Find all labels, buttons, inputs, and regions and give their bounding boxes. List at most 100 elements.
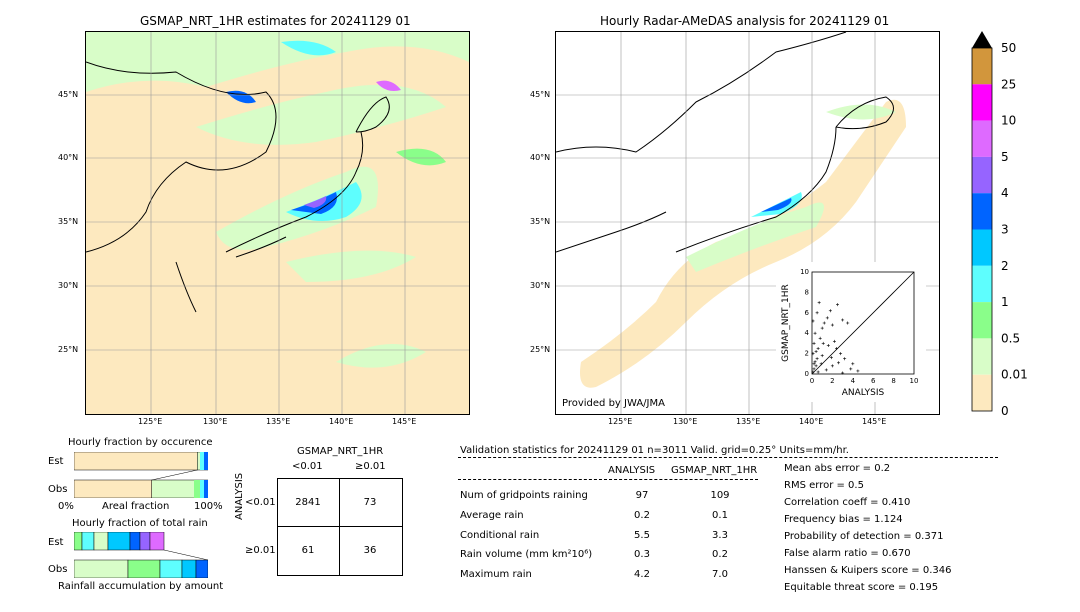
lon-label: 145°E [862, 417, 887, 426]
occurrence-bar-est [73, 451, 198, 471]
rain-area [336, 344, 426, 368]
scatter-point [821, 341, 825, 345]
score-line: Probability of detection = 0.371 [784, 531, 944, 542]
rain-area [376, 80, 401, 91]
validation-header: Validation statistics for 20241129 01 n=… [460, 445, 849, 456]
lon-label: 135°E [266, 417, 291, 426]
diagonal-line [811, 271, 915, 375]
scatter-point [812, 341, 816, 345]
colorbar-label: 1 [1001, 295, 1009, 309]
scatter-point [811, 370, 815, 374]
colorbar-label: 4 [1001, 186, 1009, 200]
scatter-point [819, 362, 823, 366]
fraction-occurrence-svg [73, 451, 209, 499]
scatter-point [856, 369, 860, 373]
scatter-point [816, 347, 820, 350]
score-line: False alarm ratio = 0.670 [784, 548, 911, 559]
colorbar-segment [972, 120, 992, 157]
stat-analysis: 0.3 [634, 549, 650, 560]
scatter-point [825, 316, 829, 320]
lon-label: 125°E [608, 417, 633, 426]
colorbar-segment [972, 193, 992, 230]
colorbar-label: 2 [1001, 259, 1009, 273]
score-line: Frequency bias = 1.124 [784, 514, 903, 525]
fraction-total-title: Hourly fraction of total rain [72, 518, 208, 529]
stat-gsmap: 0.1 [712, 510, 728, 521]
colorbar-arrow [972, 31, 992, 48]
scatter-point [814, 350, 818, 354]
x-tick-label: 0 [810, 377, 814, 385]
lon-label: 130°E [673, 417, 698, 426]
contingency-header: GSMAP_NRT_1HR [297, 446, 384, 457]
scatter-point [828, 309, 832, 313]
contingency-row-axis: ANALYSIS [234, 472, 245, 520]
scatter-point [817, 301, 821, 305]
row-label-obs: Obs [48, 564, 68, 575]
contingency-row-label: <0.01 [245, 497, 276, 508]
contingency-cell: 36 [363, 545, 377, 556]
colorbar-label: 0 [1001, 404, 1009, 418]
colorbar-label: 3 [1001, 223, 1009, 237]
score-line: Correlation coeff = 0.410 [784, 497, 911, 508]
scatter-point [813, 360, 817, 364]
scatter-point [812, 367, 816, 371]
right-map-title: Hourly Radar-AMeDAS analysis for 2024112… [600, 14, 890, 28]
scatter-point [837, 361, 841, 365]
stat-label: Maximum rain [460, 569, 532, 580]
credit-text: Provided by JWA/JMA [562, 398, 665, 409]
scatter-xlabel: ANALYSIS [842, 388, 885, 398]
occurrence-bar-obs-heavy [204, 480, 208, 498]
contingency-col-label: <0.01 [292, 461, 323, 472]
coastline [225, 131, 364, 253]
x-tick-label: 2 [830, 377, 834, 385]
x-tick-label: 4 [851, 377, 856, 385]
scatter-point [843, 357, 847, 361]
y-tick-label: 8 [805, 288, 809, 296]
colorbar-segment [972, 84, 992, 121]
scatter-point [849, 367, 853, 371]
stat-analysis: 97 [635, 490, 649, 501]
row-label-est: Est [48, 537, 64, 548]
rain-area [281, 40, 336, 56]
scatter-ylabel: GSMAP_NRT_1HR [781, 284, 791, 362]
occurrence-bar-est-heavy [204, 452, 208, 470]
fraction-occurrence-chart [73, 451, 209, 499]
left-map-title: GSMAP_NRT_1HR estimates for 20241129 01 [140, 14, 411, 28]
occurrence-bar-est-mid [200, 452, 204, 470]
colorbar-label: 25 [1001, 77, 1016, 91]
lon-label: 135°E [736, 417, 761, 426]
left-map [85, 31, 470, 415]
row-label-obs: Obs [48, 484, 68, 495]
stat-label: Average rain [460, 510, 524, 521]
contingency-cell: 61 [301, 545, 315, 556]
x-tick-label: 6 [871, 377, 876, 385]
lat-label: 30°N [58, 281, 79, 290]
scatter-point [818, 336, 822, 340]
left-map-canvas [86, 32, 469, 414]
scatter-point [839, 352, 843, 356]
scatter-point [841, 318, 845, 322]
coastline [556, 32, 847, 153]
scatter-point [822, 321, 826, 325]
score-line: Hanssen & Kuipers score = 0.346 [784, 565, 952, 576]
y-tick-label: 4 [805, 329, 810, 337]
map-grid [86, 32, 469, 414]
colorbar-frame [971, 47, 993, 412]
colorbar-segment [972, 302, 992, 339]
right-map-canvas [556, 32, 939, 414]
scatter-point [812, 362, 816, 366]
scatter-point [824, 368, 828, 372]
colorbar-label: 50 [1001, 41, 1016, 55]
coastline [675, 126, 837, 253]
lon-label: 145°E [392, 417, 417, 426]
lat-label: 30°N [530, 281, 551, 290]
score-line: Mean abs error = 0.2 [784, 463, 891, 474]
lon-label: 125°E [138, 417, 163, 426]
rain-area [304, 196, 327, 208]
col-header-analysis: ANALYSIS [608, 465, 656, 476]
fraction-total-svg [73, 531, 209, 579]
contingency-col-label: ≥0.01 [355, 461, 386, 472]
lat-label: 25°N [58, 345, 79, 354]
scatter-point [832, 339, 836, 343]
stat-gsmap: 7.0 [712, 569, 728, 580]
